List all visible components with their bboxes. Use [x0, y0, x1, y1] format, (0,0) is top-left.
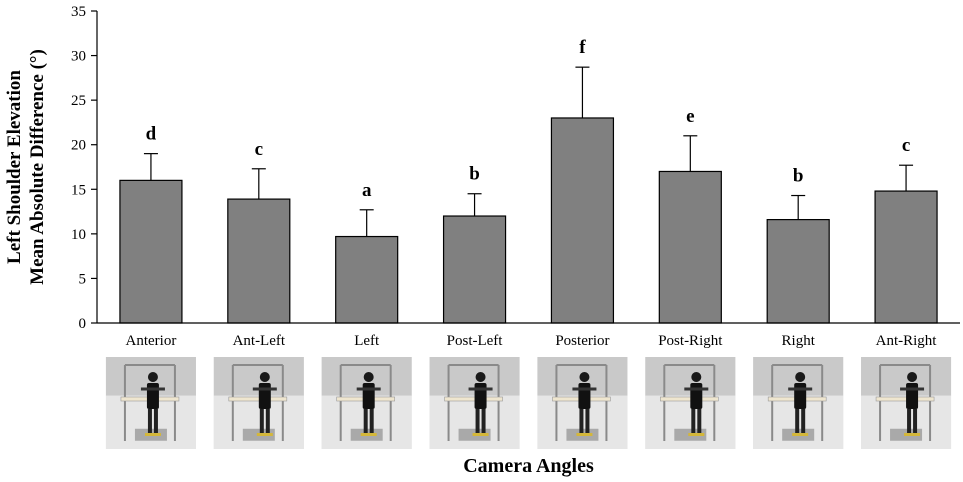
thumbnail-person-shoes — [904, 433, 921, 436]
bar — [227, 198, 291, 324]
thumbnail-person-torso — [258, 383, 271, 409]
thumbnail-person-shoes — [144, 433, 161, 436]
y-axis-title-line-2: Mean Absolute Difference (°) — [27, 49, 48, 285]
thumbnail-person-shoes — [792, 433, 809, 436]
thumbnail-shelf — [875, 396, 935, 402]
y-axis-ticks: 0 5 10 15 20 25 30 35 — [71, 4, 97, 332]
y-tick-label: 5 — [79, 271, 87, 287]
y-tick-label: 0 — [79, 316, 87, 332]
bar — [766, 218, 830, 324]
y-tick-label: 35 — [71, 4, 86, 20]
camera-view-thumbnail — [213, 357, 304, 449]
bar — [119, 179, 183, 324]
significance-letter: f — [579, 37, 586, 58]
thumbnail-shelf — [444, 396, 503, 402]
x-tick-label: Ant-Left — [233, 333, 286, 349]
y-tick-label: 25 — [71, 93, 86, 109]
significance-letter: e — [686, 106, 694, 127]
bar — [335, 235, 399, 324]
x-tick-label: Anterior — [126, 333, 177, 349]
bar — [658, 170, 722, 324]
thumbnail-shelf — [660, 396, 719, 402]
y-tick-label: 30 — [71, 49, 86, 65]
x-tick-label: Right — [782, 333, 816, 349]
thumbnail-person-head — [363, 372, 374, 382]
x-axis-title: Camera Angles — [463, 455, 594, 477]
camera-view-thumbnail — [537, 357, 628, 449]
thumbnail-person-torso — [474, 383, 487, 409]
thumbnail-person-shoes — [576, 433, 593, 436]
bar — [874, 190, 938, 324]
thumbnail-person-head — [147, 372, 158, 382]
thumbnail-person-shoes — [256, 433, 273, 436]
camera-view-thumbnail — [105, 357, 196, 449]
y-tick-label: 10 — [71, 227, 86, 243]
thumbnail-person-torso — [362, 383, 375, 409]
significance-letter: c — [902, 135, 910, 156]
thumbnail-person-shoes — [360, 433, 377, 436]
thumbnail-person-torso — [794, 383, 807, 409]
thumbnail-person-head — [795, 372, 806, 382]
significance-letter: b — [793, 166, 804, 187]
x-tick-label: Ant-Right — [876, 333, 938, 349]
significance-letter: c — [255, 139, 263, 160]
x-tick-label: Left — [354, 333, 380, 349]
y-axis-title-line-1: Left Shoulder Elevation — [4, 70, 25, 264]
thumbnail-shelf — [228, 396, 288, 402]
y-tick-label: 15 — [71, 182, 86, 198]
camera-view-thumbnail — [645, 357, 736, 449]
y-tick-label: 20 — [71, 138, 86, 154]
x-tick-label: Post-Left — [447, 333, 504, 349]
significance-letter: b — [469, 164, 480, 185]
bar — [442, 215, 507, 324]
camera-view-thumbnail — [753, 357, 844, 449]
thumbnail-person-head — [691, 372, 702, 382]
thumbnail-person-shoes — [472, 433, 489, 436]
thumbnail-person-head — [259, 372, 270, 382]
thumbnail-person-head — [475, 372, 486, 382]
x-tick-label: Post-Right — [658, 333, 723, 349]
significance-letter: a — [362, 180, 372, 201]
thumbnail-person-torso — [578, 383, 591, 409]
thumbnail-person-torso — [690, 383, 703, 409]
thumbnail-person-torso — [906, 383, 919, 409]
thumbnail-person-shoes — [688, 433, 705, 436]
thumbnail-person-head — [907, 372, 918, 382]
camera-view-thumbnail — [861, 357, 952, 449]
bar — [550, 117, 615, 324]
thumbnail-person-head — [579, 372, 590, 382]
camera-view-thumbnail — [429, 357, 520, 449]
thumbnail-person-torso — [146, 383, 159, 409]
thumbnail-row — [105, 357, 952, 449]
bars: d Anterior c Ant-Left a Left b Post-Left f Poster… — [119, 37, 938, 349]
x-tick-label: Posterior — [555, 333, 609, 349]
camera-view-thumbnail — [321, 357, 412, 449]
significance-letter: d — [146, 124, 157, 145]
